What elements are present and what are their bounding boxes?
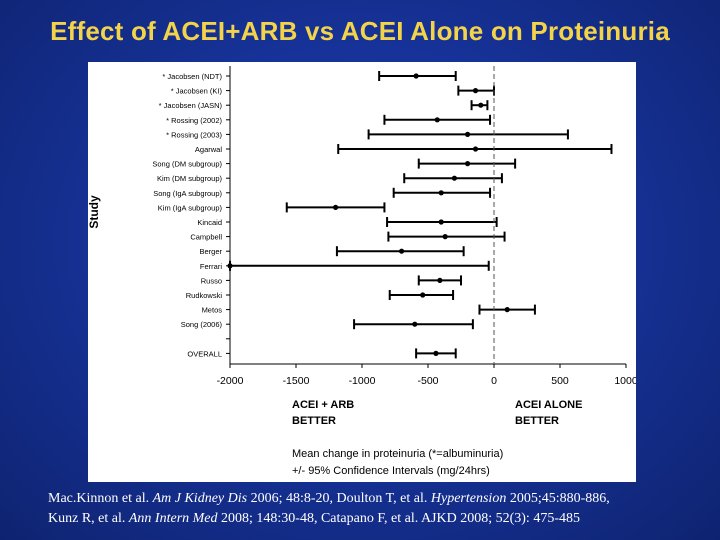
citation-text: 2008; 148:30-48, Catapano F, et al. AJKD…	[217, 511, 580, 526]
x-tick-label: 500	[551, 375, 569, 387]
point-estimate	[465, 131, 471, 137]
citation-line-1: Mac.Kinnon et al. Am J Kidney Dis 2006; …	[48, 489, 718, 509]
citation-text: Kunz R, et al.	[48, 511, 129, 526]
citation-text: 2006; 48:8-20, Doulton T, et al.	[247, 491, 431, 506]
point-estimate	[504, 307, 510, 313]
study-label: * Rossing (2003)	[166, 130, 222, 139]
point-estimate	[420, 292, 426, 298]
x-tick-label: 0	[491, 375, 497, 387]
right-better-label: BETTER	[515, 415, 559, 427]
forest-plot-panel: * Jacobsen (NDT) * Jacobsen (KI) * Jacobse…	[88, 62, 636, 482]
study-label: Berger	[199, 247, 222, 256]
study-label: * Rossing (2002)	[166, 116, 222, 125]
right-better-label: ACEI ALONE	[515, 399, 582, 411]
study-label: * Jacobsen (KI)	[171, 87, 223, 96]
study-label: Song (DM subgroup)	[152, 160, 222, 169]
study-label: Russo	[201, 276, 222, 285]
point-estimate	[472, 88, 479, 94]
x-tick-label: -2000	[217, 375, 244, 387]
study-label: Metos	[202, 306, 223, 315]
study-label: Agarwal	[195, 145, 222, 154]
x-tick-label: -500	[417, 375, 438, 387]
study-label: Kim (IgA subgroup)	[158, 203, 223, 212]
point-estimate	[333, 204, 339, 210]
point-estimate	[478, 102, 484, 108]
y-axis-title: Study	[88, 195, 101, 229]
study-label: Campbell	[190, 233, 222, 242]
point-estimate	[434, 117, 440, 123]
left-better-label: ACEI + ARB	[292, 399, 354, 411]
citation-text: Mac.Kinnon et al.	[48, 491, 153, 506]
citation-journal: Ann Intern Med	[128, 511, 218, 526]
point-estimate	[438, 190, 444, 196]
citation-journal: Hypertension	[430, 491, 507, 506]
left-better-label: BETTER	[292, 415, 336, 427]
study-label: Song (IgA subgroup)	[153, 189, 222, 198]
citation: Mac.Kinnon et al. Am J Kidney Dis 2006; …	[48, 489, 718, 529]
point-estimate	[472, 146, 479, 152]
forest-plot: * Jacobsen (NDT) * Jacobsen (KI) * Jacobse…	[88, 66, 636, 477]
point-estimate	[438, 219, 444, 225]
point-estimate	[465, 161, 471, 167]
citation-line-2: Kunz R, et al. Ann Intern Med 2008; 148:…	[48, 509, 718, 529]
study-label: Song (2006)	[181, 320, 223, 329]
point-estimate	[451, 175, 457, 181]
study-label: OVERALL	[187, 349, 222, 358]
study-label: Rudkowski	[186, 291, 223, 300]
point-estimate	[437, 277, 443, 283]
study-label: * Jacobsen (JASN)	[159, 101, 223, 110]
x-tick-label: -1500	[283, 375, 310, 387]
point-estimate	[442, 234, 448, 240]
study-label: Kim (DM subgroup)	[157, 174, 223, 183]
study-label: Kincaid	[197, 218, 222, 227]
x-axis-title: +/- 95% Confidence Intervals (mg/24hrs)	[292, 465, 490, 477]
point-estimate	[399, 248, 405, 254]
point-estimate	[433, 350, 439, 356]
citation-text: 2005;45:880-886,	[506, 491, 610, 506]
x-tick-label: 1000	[614, 375, 636, 387]
point-estimate	[413, 73, 419, 79]
study-label: Ferrari	[200, 262, 222, 271]
x-axis-title: Mean change in proteinuria (*=albuminuri…	[292, 448, 503, 460]
study-label: * Jacobsen (NDT)	[162, 72, 222, 81]
x-tick-label: -1000	[349, 375, 376, 387]
slide-title: Effect of ACEI+ARB vs ACEI Alone on Prot…	[50, 16, 670, 46]
point-estimate	[412, 321, 418, 327]
citation-journal: Am J Kidney Dis	[152, 491, 248, 506]
